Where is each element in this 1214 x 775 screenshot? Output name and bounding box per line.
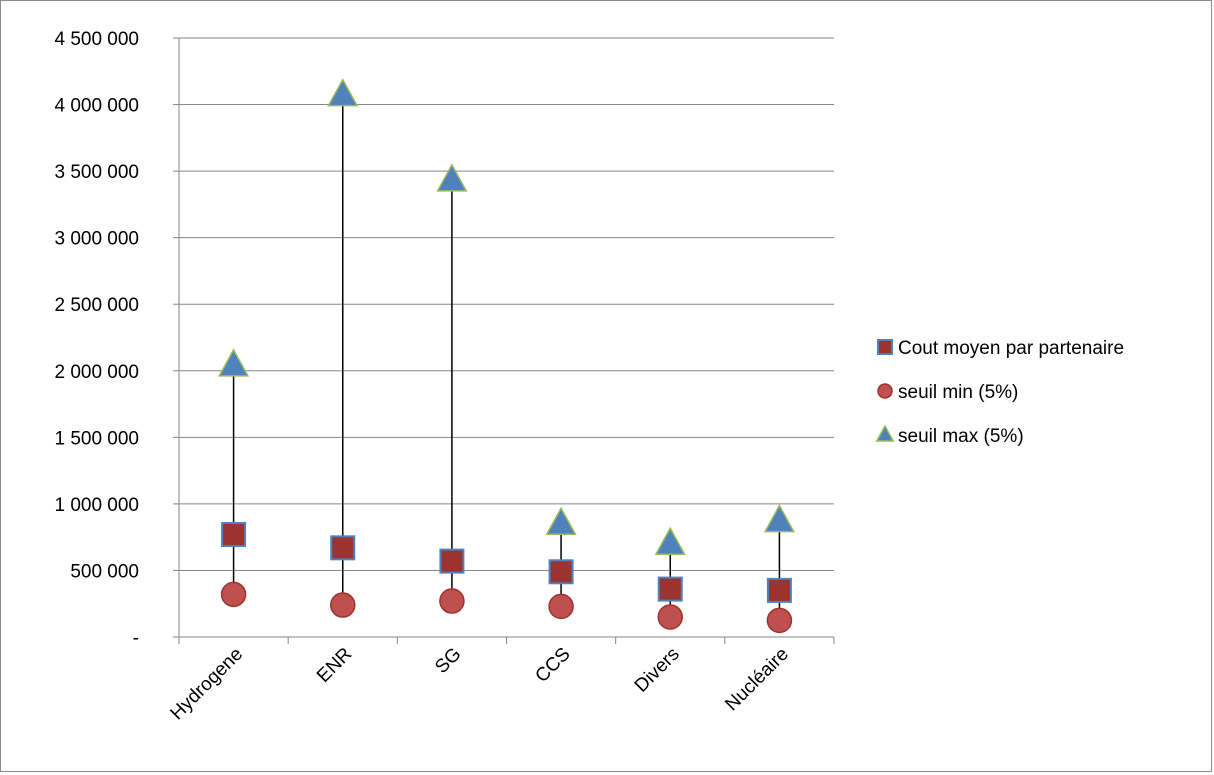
point-square — [330, 535, 356, 561]
x-tick-label: ENR — [313, 644, 356, 687]
point-circle — [766, 607, 793, 634]
legend-label: seuil max (5%) — [898, 426, 1024, 447]
x-tick-label: CCS — [531, 644, 574, 687]
point-square — [439, 548, 465, 574]
y-tick-label: 4 500 000 — [54, 29, 139, 50]
y-tick-label: 1 500 000 — [54, 428, 139, 449]
point-square — [657, 576, 683, 602]
point-triangle — [763, 504, 795, 533]
point-square — [548, 559, 574, 585]
legend-marker-square — [877, 339, 893, 355]
point-square — [766, 577, 792, 603]
y-tick-label: - — [133, 628, 139, 649]
point-triangle — [654, 526, 686, 555]
x-tick-label: SG — [431, 644, 465, 678]
y-tick-label: 3 500 000 — [54, 162, 139, 183]
point-circle — [548, 593, 574, 620]
y-tick-label: 2 500 000 — [54, 295, 139, 316]
point-square — [221, 522, 247, 548]
point-triangle — [218, 348, 250, 377]
y-tick-label: 3 000 000 — [54, 229, 139, 250]
point-triangle — [436, 163, 468, 192]
y-tick-label: 500 000 — [70, 561, 139, 582]
point-circle — [439, 588, 465, 614]
y-tick-label: 2 000 000 — [54, 362, 139, 383]
point-triangle — [545, 506, 577, 536]
point-triangle — [327, 78, 359, 107]
x-tick-label: Divers — [631, 644, 684, 697]
point-circle — [220, 581, 247, 608]
point-circle — [330, 592, 356, 618]
point-circle — [657, 604, 683, 630]
legend-label: seuil min (5%) — [898, 382, 1018, 403]
legend-marker-circle — [877, 383, 893, 399]
y-tick-label: 1 000 000 — [54, 495, 139, 516]
legend-label: Cout moyen par partenaire — [898, 338, 1124, 359]
y-tick-label: 4 000 000 — [54, 96, 139, 117]
legend-marker-triangle — [875, 424, 895, 442]
x-tick-label: Hydrogene — [167, 644, 248, 725]
x-tick-label: Nucléaire — [721, 644, 793, 716]
